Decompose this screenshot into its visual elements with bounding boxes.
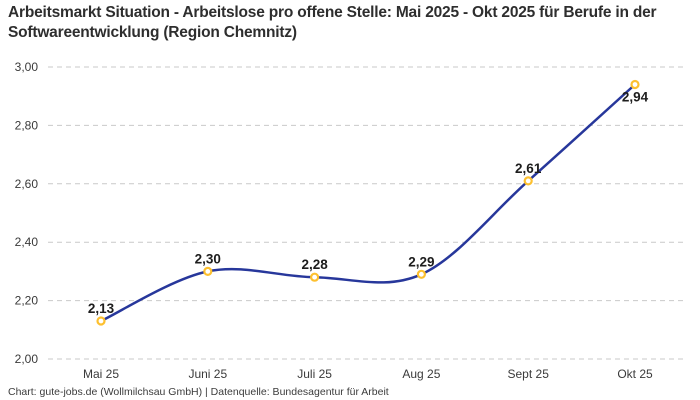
y-tick-label: 2,00 bbox=[15, 352, 39, 366]
data-point-marker bbox=[416, 269, 426, 279]
series-line bbox=[99, 83, 637, 323]
data-point-label: 2,28 bbox=[301, 257, 328, 272]
data-point-marker bbox=[523, 176, 533, 186]
x-tick-label: Juni 25 bbox=[188, 367, 227, 381]
data-point-marker bbox=[630, 79, 640, 90]
chart-title: Arbeitsmarkt Situation - Arbeitslose pro… bbox=[8, 4, 657, 41]
data-point-label: 2,61 bbox=[515, 161, 542, 176]
data-point-label: 2,29 bbox=[408, 254, 434, 269]
x-tick-label: Aug 25 bbox=[402, 367, 440, 381]
x-tick-label: Okt 25 bbox=[617, 367, 653, 381]
y-tick-label: 2,40 bbox=[15, 235, 39, 249]
y-tick-label: 2,60 bbox=[15, 177, 39, 191]
data-point-marker bbox=[96, 316, 106, 326]
grid-layer: 2,00 2,20 2,40 2,60 2,80 3,00 bbox=[15, 60, 686, 366]
data-points: 2,13 2,30 2,28 2,29 2,61 2,94 bbox=[88, 79, 649, 326]
data-point-marker bbox=[203, 266, 213, 276]
x-tick-label: Juli 25 bbox=[297, 367, 332, 381]
y-tick-label: 3,00 bbox=[15, 60, 39, 74]
y-tick-label: 2,20 bbox=[15, 294, 39, 308]
data-point-label: 2,13 bbox=[88, 301, 115, 316]
x-axis-labels: Mai 25 Juni 25 Juli 25 Aug 25 Sept 25 Okt 25 bbox=[83, 367, 653, 381]
y-tick-label: 2,80 bbox=[15, 118, 39, 132]
x-tick-label: Sept 25 bbox=[508, 367, 550, 381]
data-point-label: 2,94 bbox=[622, 90, 649, 105]
data-point-marker bbox=[310, 272, 320, 282]
chart-attribution: Chart: gute-jobs.de (Wollmilchsau GmbH) … bbox=[8, 386, 389, 398]
data-point-label: 2,30 bbox=[195, 251, 221, 266]
x-tick-label: Mai 25 bbox=[83, 367, 119, 381]
